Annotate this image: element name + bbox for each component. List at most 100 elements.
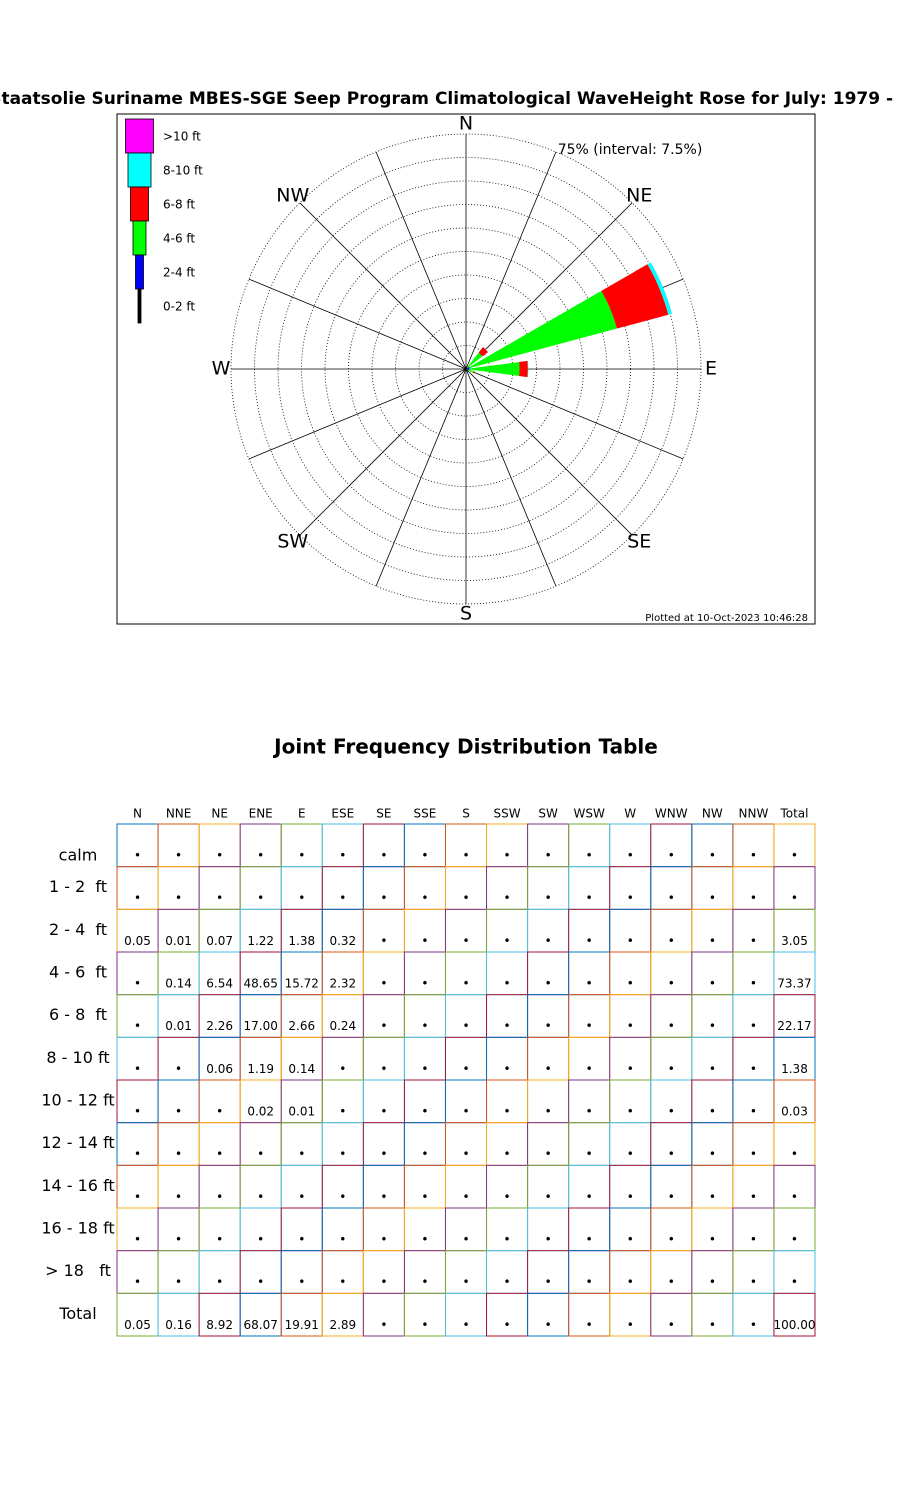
cell-value: • (257, 849, 264, 863)
cell-value: • (586, 1147, 593, 1161)
cell-value: • (504, 849, 511, 863)
cell-value: • (668, 1105, 675, 1119)
cell-value: • (750, 1190, 757, 1204)
cell-value: • (586, 1275, 593, 1289)
cell-value: 6.54 (206, 977, 233, 991)
spoke (465, 151, 557, 370)
cell-value: • (339, 849, 346, 863)
column-header: WSW (573, 807, 604, 821)
spoke (375, 368, 467, 587)
cell-value: • (586, 934, 593, 948)
cell-value: • (380, 1105, 387, 1119)
cell-value: • (339, 1190, 346, 1204)
cell-value: • (380, 977, 387, 991)
cell-value: • (504, 1233, 511, 1247)
compass-label: W (212, 358, 231, 380)
column-header: SSW (494, 807, 521, 821)
cell-value: • (668, 1019, 675, 1033)
cell-value: • (545, 891, 552, 905)
rose-wedge (470, 362, 520, 376)
cell-value: • (627, 891, 634, 905)
cell-value: • (462, 934, 469, 948)
column-header: NNE (166, 807, 192, 821)
cell-value: • (709, 1275, 716, 1289)
cell-value: 0.14 (165, 977, 192, 991)
legend-swatch (135, 254, 144, 290)
cell-value: 2.32 (329, 977, 356, 991)
rose-wedge (466, 367, 470, 369)
cell-value: • (586, 1318, 593, 1332)
spoke (465, 202, 633, 370)
legend-label: 0-2 ft (163, 300, 195, 314)
cell-value: • (668, 849, 675, 863)
cell-value: • (134, 1105, 141, 1119)
cell-value: • (791, 1190, 798, 1204)
cell-value: • (421, 1062, 428, 1076)
cell-value: • (627, 1318, 634, 1332)
cell-value: • (586, 1190, 593, 1204)
cell-value: • (380, 1062, 387, 1076)
cell-value: • (462, 1019, 469, 1033)
cell-value: • (298, 1190, 305, 1204)
cell-value: • (586, 849, 593, 863)
cell-value: • (668, 1275, 675, 1289)
cell-value: • (134, 1233, 141, 1247)
cell-value: 0.05 (124, 1318, 151, 1332)
cell-value: • (134, 1190, 141, 1204)
row-label: 4 - 6 ft (49, 963, 107, 982)
cell-value: • (339, 891, 346, 905)
cell-value: 17.00 (244, 1019, 278, 1033)
cell-value: • (462, 849, 469, 863)
cell-value: • (545, 1019, 552, 1033)
cell-value: • (627, 1062, 634, 1076)
cell-value: • (216, 1233, 223, 1247)
cell-value: • (380, 849, 387, 863)
cell-value: 2.89 (329, 1318, 356, 1332)
cell-value: • (627, 1275, 634, 1289)
cell-value: • (134, 977, 141, 991)
cell-value: • (668, 1062, 675, 1076)
cell-value: • (545, 1105, 552, 1119)
cell-value: 1.19 (247, 1062, 274, 1076)
cell-value: • (504, 1190, 511, 1204)
row-label: 14 - 16 ft (41, 1176, 114, 1195)
compass-label: N (459, 113, 473, 135)
cell-value: • (504, 1275, 511, 1289)
row-label: Total (58, 1304, 96, 1323)
legend-swatch (130, 186, 149, 222)
cell-value: • (586, 1233, 593, 1247)
cell-value: • (791, 891, 798, 905)
cell-value: 0.01 (165, 1019, 192, 1033)
cell-value: • (175, 1147, 182, 1161)
cell-value: • (462, 1275, 469, 1289)
column-header: NW (702, 807, 723, 821)
cell-value: • (750, 1318, 757, 1332)
compass-label: NW (276, 184, 309, 206)
legend-swatch (127, 152, 152, 188)
cell-value: • (421, 1233, 428, 1247)
cell-value: 0.03 (781, 1105, 808, 1119)
cell-value: • (545, 1147, 552, 1161)
cell-value: • (298, 891, 305, 905)
cell-value: • (134, 1275, 141, 1289)
cell-value: • (175, 1062, 182, 1076)
cell-value: 0.02 (247, 1105, 274, 1119)
column-header: E (298, 807, 306, 821)
cell-value: • (586, 891, 593, 905)
cell-value: • (545, 1233, 552, 1247)
cell-value: • (339, 1233, 346, 1247)
cell-value: 19.91 (285, 1318, 319, 1332)
cell-value: • (462, 977, 469, 991)
cell-value: • (175, 1105, 182, 1119)
cell-value: • (627, 1233, 634, 1247)
cell-value: • (750, 1019, 757, 1033)
cell-value: • (134, 1062, 141, 1076)
cell-value: 0.32 (329, 934, 356, 948)
cell-value: 2.26 (206, 1019, 233, 1033)
cell-value: 73.37 (777, 977, 811, 991)
cell-value: • (668, 1147, 675, 1161)
compass-label: NE (626, 184, 652, 206)
cell-value: 0.01 (288, 1105, 315, 1119)
legend-label: 4-6 ft (163, 232, 195, 246)
cell-value: • (421, 849, 428, 863)
